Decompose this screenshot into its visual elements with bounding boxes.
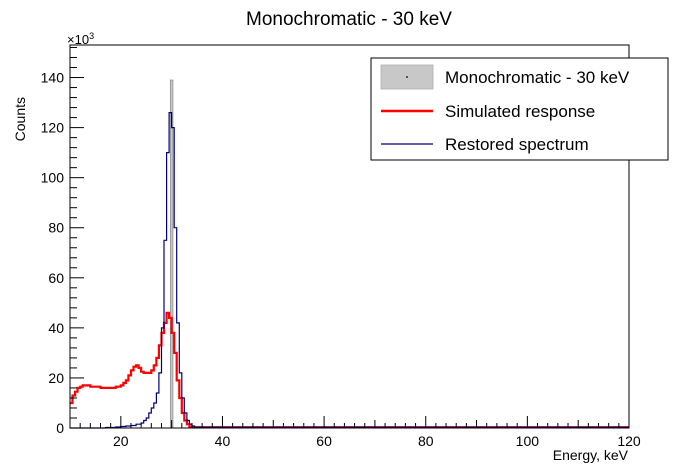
legend-label-restored: Restored spectrum	[445, 135, 589, 154]
chart-title: Monochromatic - 30 keV	[246, 9, 452, 30]
y-tick-label: 140	[41, 70, 65, 86]
tick-labels: 20 40 60 80 100 120 0 20 40 60 80 100 120 140	[41, 70, 641, 449]
y-tick-label: 0	[56, 420, 64, 436]
legend-marker-monochromatic	[406, 76, 408, 78]
y-multiplier-exponent: 3	[89, 31, 94, 41]
series-simulated-line	[70, 311, 629, 429]
y-tick-label: 20	[48, 370, 64, 386]
y-tick-label: 60	[48, 270, 64, 286]
x-tick-label: 100	[516, 433, 540, 449]
y-tick-label: 80	[48, 220, 64, 236]
axis-ticks	[69, 47, 630, 429]
y-axis-label: Counts	[12, 97, 28, 141]
y-tick-label: 120	[41, 120, 65, 136]
y-tick-label: 40	[48, 320, 64, 336]
x-tick-label: 40	[215, 433, 231, 449]
plot-frame	[69, 44, 630, 429]
legend: Monochromatic - 30 keV Simulated respons…	[370, 57, 669, 161]
y-multiplier-base: ×10	[67, 32, 89, 47]
x-tick-label: 80	[418, 433, 434, 449]
legend-label-monochromatic: Monochromatic - 30 keV	[445, 68, 630, 87]
legend-label-simulated: Simulated response	[445, 102, 595, 121]
x-tick-label: 120	[617, 433, 641, 449]
series-monochromatic-bar	[169, 79, 174, 429]
x-axis-label: Energy, keV	[553, 447, 629, 463]
y-tick-label: 100	[41, 170, 65, 186]
x-tick-label: 60	[316, 433, 332, 449]
x-tick-label: 20	[113, 433, 129, 449]
y-multiplier-label: ×103	[67, 31, 94, 47]
